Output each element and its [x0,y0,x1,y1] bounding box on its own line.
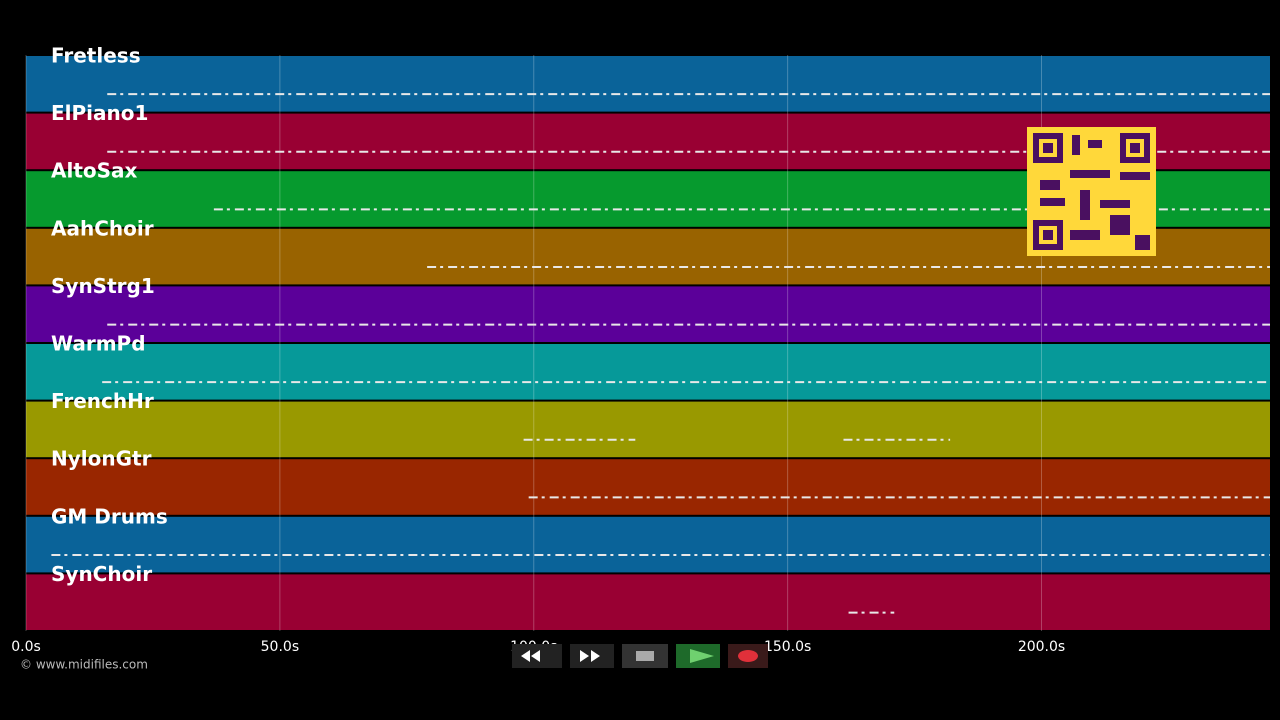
stop-button[interactable] [622,644,668,668]
x-tick-label: 0.0s [11,639,41,655]
x-tick-label: 50.0s [261,639,299,655]
track-row [26,56,1270,112]
track-row [26,286,1270,342]
x-tick-label: 150.0s [764,639,811,655]
track-name: AltoSax [51,159,138,183]
forward-button[interactable] [570,644,614,668]
track-row [26,516,1270,573]
copyright: © www.midifiles.com [20,658,148,672]
track-name: GM Drums [51,504,168,528]
play-button[interactable] [676,644,720,668]
rewind-button[interactable] [512,644,562,668]
track-row [26,344,1270,400]
track-name: ElPiano1 [51,101,148,125]
track-name: AahChoir [51,216,154,240]
transport-controls [512,644,768,668]
labels: Fretless ElPiano1 AltoSax AahChoir SynStrg1 W… [51,44,168,586]
track-name: FrenchHr [51,389,154,413]
track-name: WarmPd [51,332,146,356]
track-name: Fretless [51,44,141,68]
qr-code [1027,127,1156,256]
track-name: NylonGtr [51,447,152,471]
track-name: SynChoir [51,562,152,586]
track-row [26,574,1270,630]
track-row [26,401,1270,458]
track-name: SynStrg1 [51,274,155,298]
notes [51,93,1270,614]
track-row [26,459,1270,515]
record-button[interactable] [728,644,768,668]
x-tick-label: 200.0s [1018,639,1065,655]
